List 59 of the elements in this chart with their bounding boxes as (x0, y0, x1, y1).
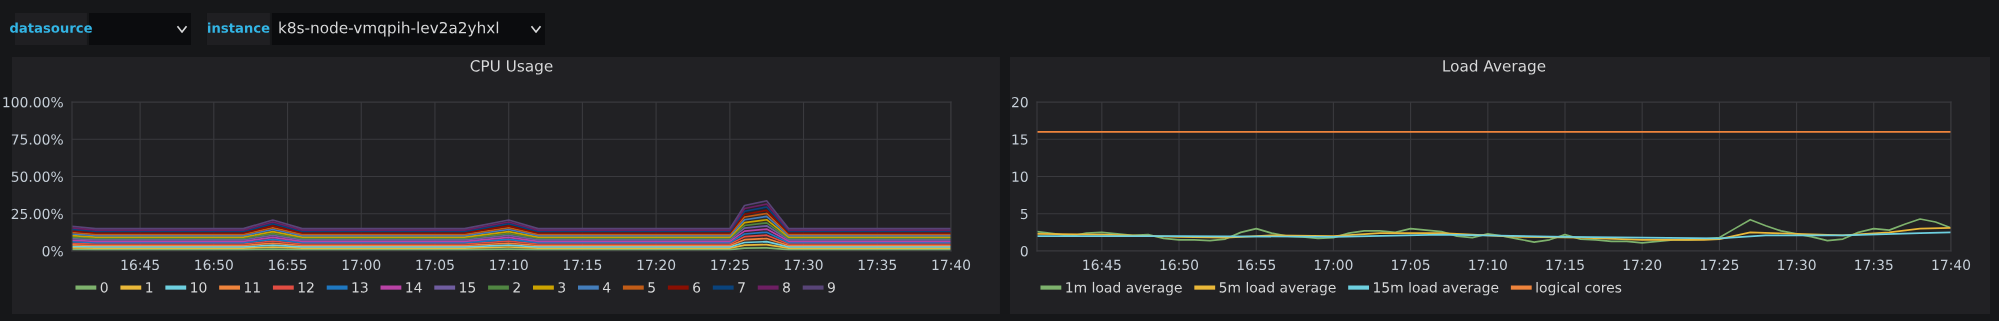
x-tick-label: 17:00 (1314, 259, 1353, 271)
legend-label: 11 (244, 282, 260, 293)
legend-label: logical cores (1536, 281, 1622, 296)
x-tick-label: 17:20 (637, 259, 676, 271)
legend-label: 7 (738, 282, 745, 293)
x-tick-label: 16:50 (1160, 259, 1199, 271)
x-tick-label: 17:35 (858, 259, 897, 271)
legend-label: 8 (783, 282, 790, 293)
legend-label: 1 (146, 282, 153, 293)
x-tick-label: 17:15 (1546, 259, 1584, 271)
x-tick-label: 17:25 (711, 259, 749, 271)
legend-label: 4 (602, 282, 611, 293)
legend-label: 6 (693, 282, 701, 293)
legend-label: 5m load average (1219, 281, 1336, 296)
x-tick-label: 17:35 (1855, 259, 1893, 271)
text: k8s-node-vmqpih-lev2a2yhxl (279, 21, 499, 37)
legend-label: 10 (191, 282, 207, 293)
y-tick-label: 5 (1020, 208, 1028, 220)
y-tick-label: 0 (1020, 245, 1028, 257)
x-tick-label: 17:10 (490, 259, 528, 271)
y-tick-label: 15 (1012, 134, 1028, 145)
x-tick-label: 16:50 (195, 259, 233, 271)
y-tick-label: 25.00% (11, 208, 63, 220)
x-tick-label: 16:45 (1083, 259, 1121, 271)
x-tick-label: 17:15 (563, 259, 602, 271)
x-tick-label: 16:45 (121, 259, 159, 271)
x-tick-label: 17:20 (1623, 259, 1662, 271)
y-tick-label: 75.00% (11, 134, 63, 145)
y-tick-label: 50.00% (11, 171, 63, 182)
legend-label: 0 (100, 282, 108, 293)
x-tick-label: 17:00 (342, 259, 381, 271)
x-tick-label: 17:30 (1778, 259, 1816, 271)
y-tick-label: 0% (42, 245, 63, 257)
legend-label: 3 (558, 282, 566, 293)
y-tick-label: 20 (1012, 96, 1028, 108)
legend-label: 15m load average (1374, 281, 1499, 296)
legend-label: 12 (298, 282, 314, 293)
legend-label: 1m load average (1066, 281, 1182, 296)
y-tick-label: 100.00% (3, 96, 63, 108)
x-tick-label: 17:30 (785, 259, 823, 271)
legend-label: 5 (648, 282, 655, 293)
x-tick-label: 17:05 (416, 259, 454, 271)
legend-label: 13 (352, 282, 368, 293)
x-tick-label: 17:05 (1392, 259, 1430, 271)
legend-label: 15 (460, 282, 476, 293)
x-tick-label: 16:55 (269, 259, 307, 271)
chart-title: Load Average (1443, 59, 1546, 75)
x-tick-label: 17:40 (932, 259, 971, 271)
x-tick-label: 17:25 (1700, 259, 1739, 271)
text: datasource (10, 22, 92, 33)
y-tick-label: 10 (1012, 171, 1028, 182)
legend-label: 9 (827, 282, 835, 293)
text: instance (208, 22, 270, 33)
legend-label: 14 (406, 282, 422, 293)
x-tick-label: 17:40 (1932, 259, 1971, 271)
legend-label: 2 (513, 282, 520, 293)
chart-title: CPU Usage (470, 60, 553, 75)
x-tick-label: 16:55 (1237, 259, 1276, 271)
x-tick-label: 17:10 (1469, 259, 1507, 271)
